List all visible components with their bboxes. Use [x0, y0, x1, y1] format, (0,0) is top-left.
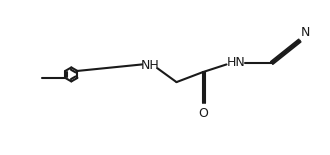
Text: HN: HN — [226, 56, 245, 69]
Text: O: O — [198, 107, 208, 120]
Text: NH: NH — [141, 60, 160, 73]
Text: N: N — [301, 26, 310, 39]
